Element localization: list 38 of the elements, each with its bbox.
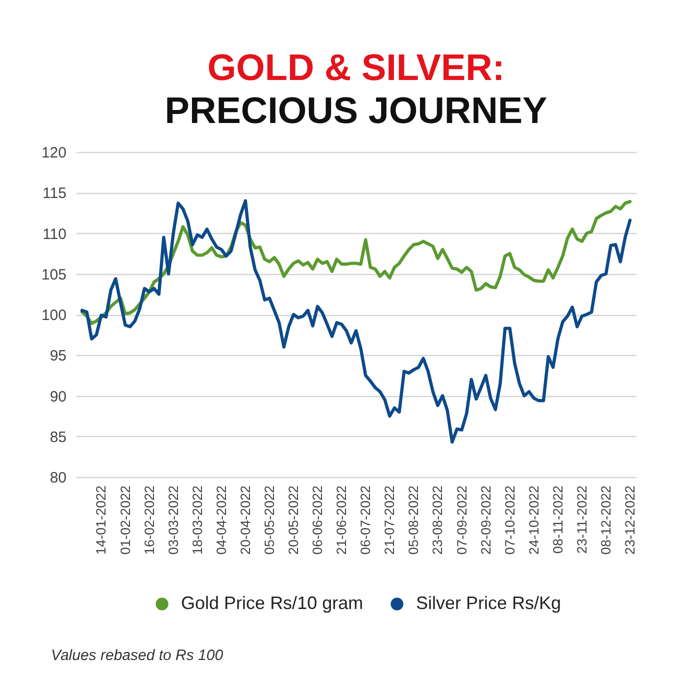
line-series bbox=[80, 199, 632, 444]
y-tick-label: 115 bbox=[42, 185, 66, 202]
x-tick-label: 07-10-2022 bbox=[502, 486, 518, 555]
x-tick-label: 18-03-2022 bbox=[190, 486, 205, 555]
x-tick-label: 23-08-2022 bbox=[430, 486, 446, 555]
x-tick-label: 03-03-2022 bbox=[166, 486, 181, 555]
chart-subtitle: PRECIOUS JOURNEY bbox=[164, 90, 548, 131]
x-tick-label: 08-11-2022 bbox=[550, 486, 566, 554]
y-tick-label: 80 bbox=[50, 470, 66, 486]
x-tick-label: 08-12-2022 bbox=[598, 486, 614, 555]
x-tick-label: 23-12-2022 bbox=[622, 486, 638, 555]
y-tick-label: 90 bbox=[50, 388, 66, 406]
x-tick-label: 16-02-2022 bbox=[142, 486, 157, 555]
x-tick-label: 21-06-2022 bbox=[334, 486, 350, 555]
x-tick-label: 21-07-2022 bbox=[382, 486, 398, 555]
text: Values rebased to Rs 100 bbox=[51, 647, 224, 664]
x-tick-label: 22-09-2022 bbox=[478, 486, 494, 555]
y-tick-label: 85 bbox=[50, 428, 66, 446]
x-tick-label: 14-01-2022 bbox=[94, 486, 109, 555]
x-tick-label: 04-04-2022 bbox=[214, 486, 229, 555]
y-tick-label: 110 bbox=[42, 226, 66, 243]
y-tick-label: 95 bbox=[50, 348, 66, 365]
x-tick-label: 05-05-2022 bbox=[262, 486, 277, 555]
x-tick-label: 20-05-2022 bbox=[286, 486, 302, 555]
x-tick-label: 06-07-2022 bbox=[358, 486, 374, 555]
x-tick-label: 05-08-2022 bbox=[406, 486, 422, 555]
chart-title: GOLD & SILVER: bbox=[207, 47, 505, 88]
x-tick-label: 24-10-2022 bbox=[526, 486, 542, 555]
x-tick-label: 20-04-2022 bbox=[238, 486, 253, 555]
x-tick-label: 07-09-2022 bbox=[454, 486, 470, 555]
y-tick-label: 120 bbox=[41, 144, 66, 162]
x-tick-label: 06-06-2022 bbox=[310, 486, 326, 555]
legend-label: Silver Price Rs/Kg bbox=[416, 593, 562, 613]
x-tick-label: 23-11-2022 bbox=[574, 486, 590, 554]
y-tick-label: 100 bbox=[41, 307, 66, 324]
x-tick-label: 01-02-2022 bbox=[118, 486, 133, 555]
y-tick-label: 105 bbox=[41, 266, 66, 284]
legend-label: Gold Price Rs/10 gram bbox=[181, 593, 364, 613]
